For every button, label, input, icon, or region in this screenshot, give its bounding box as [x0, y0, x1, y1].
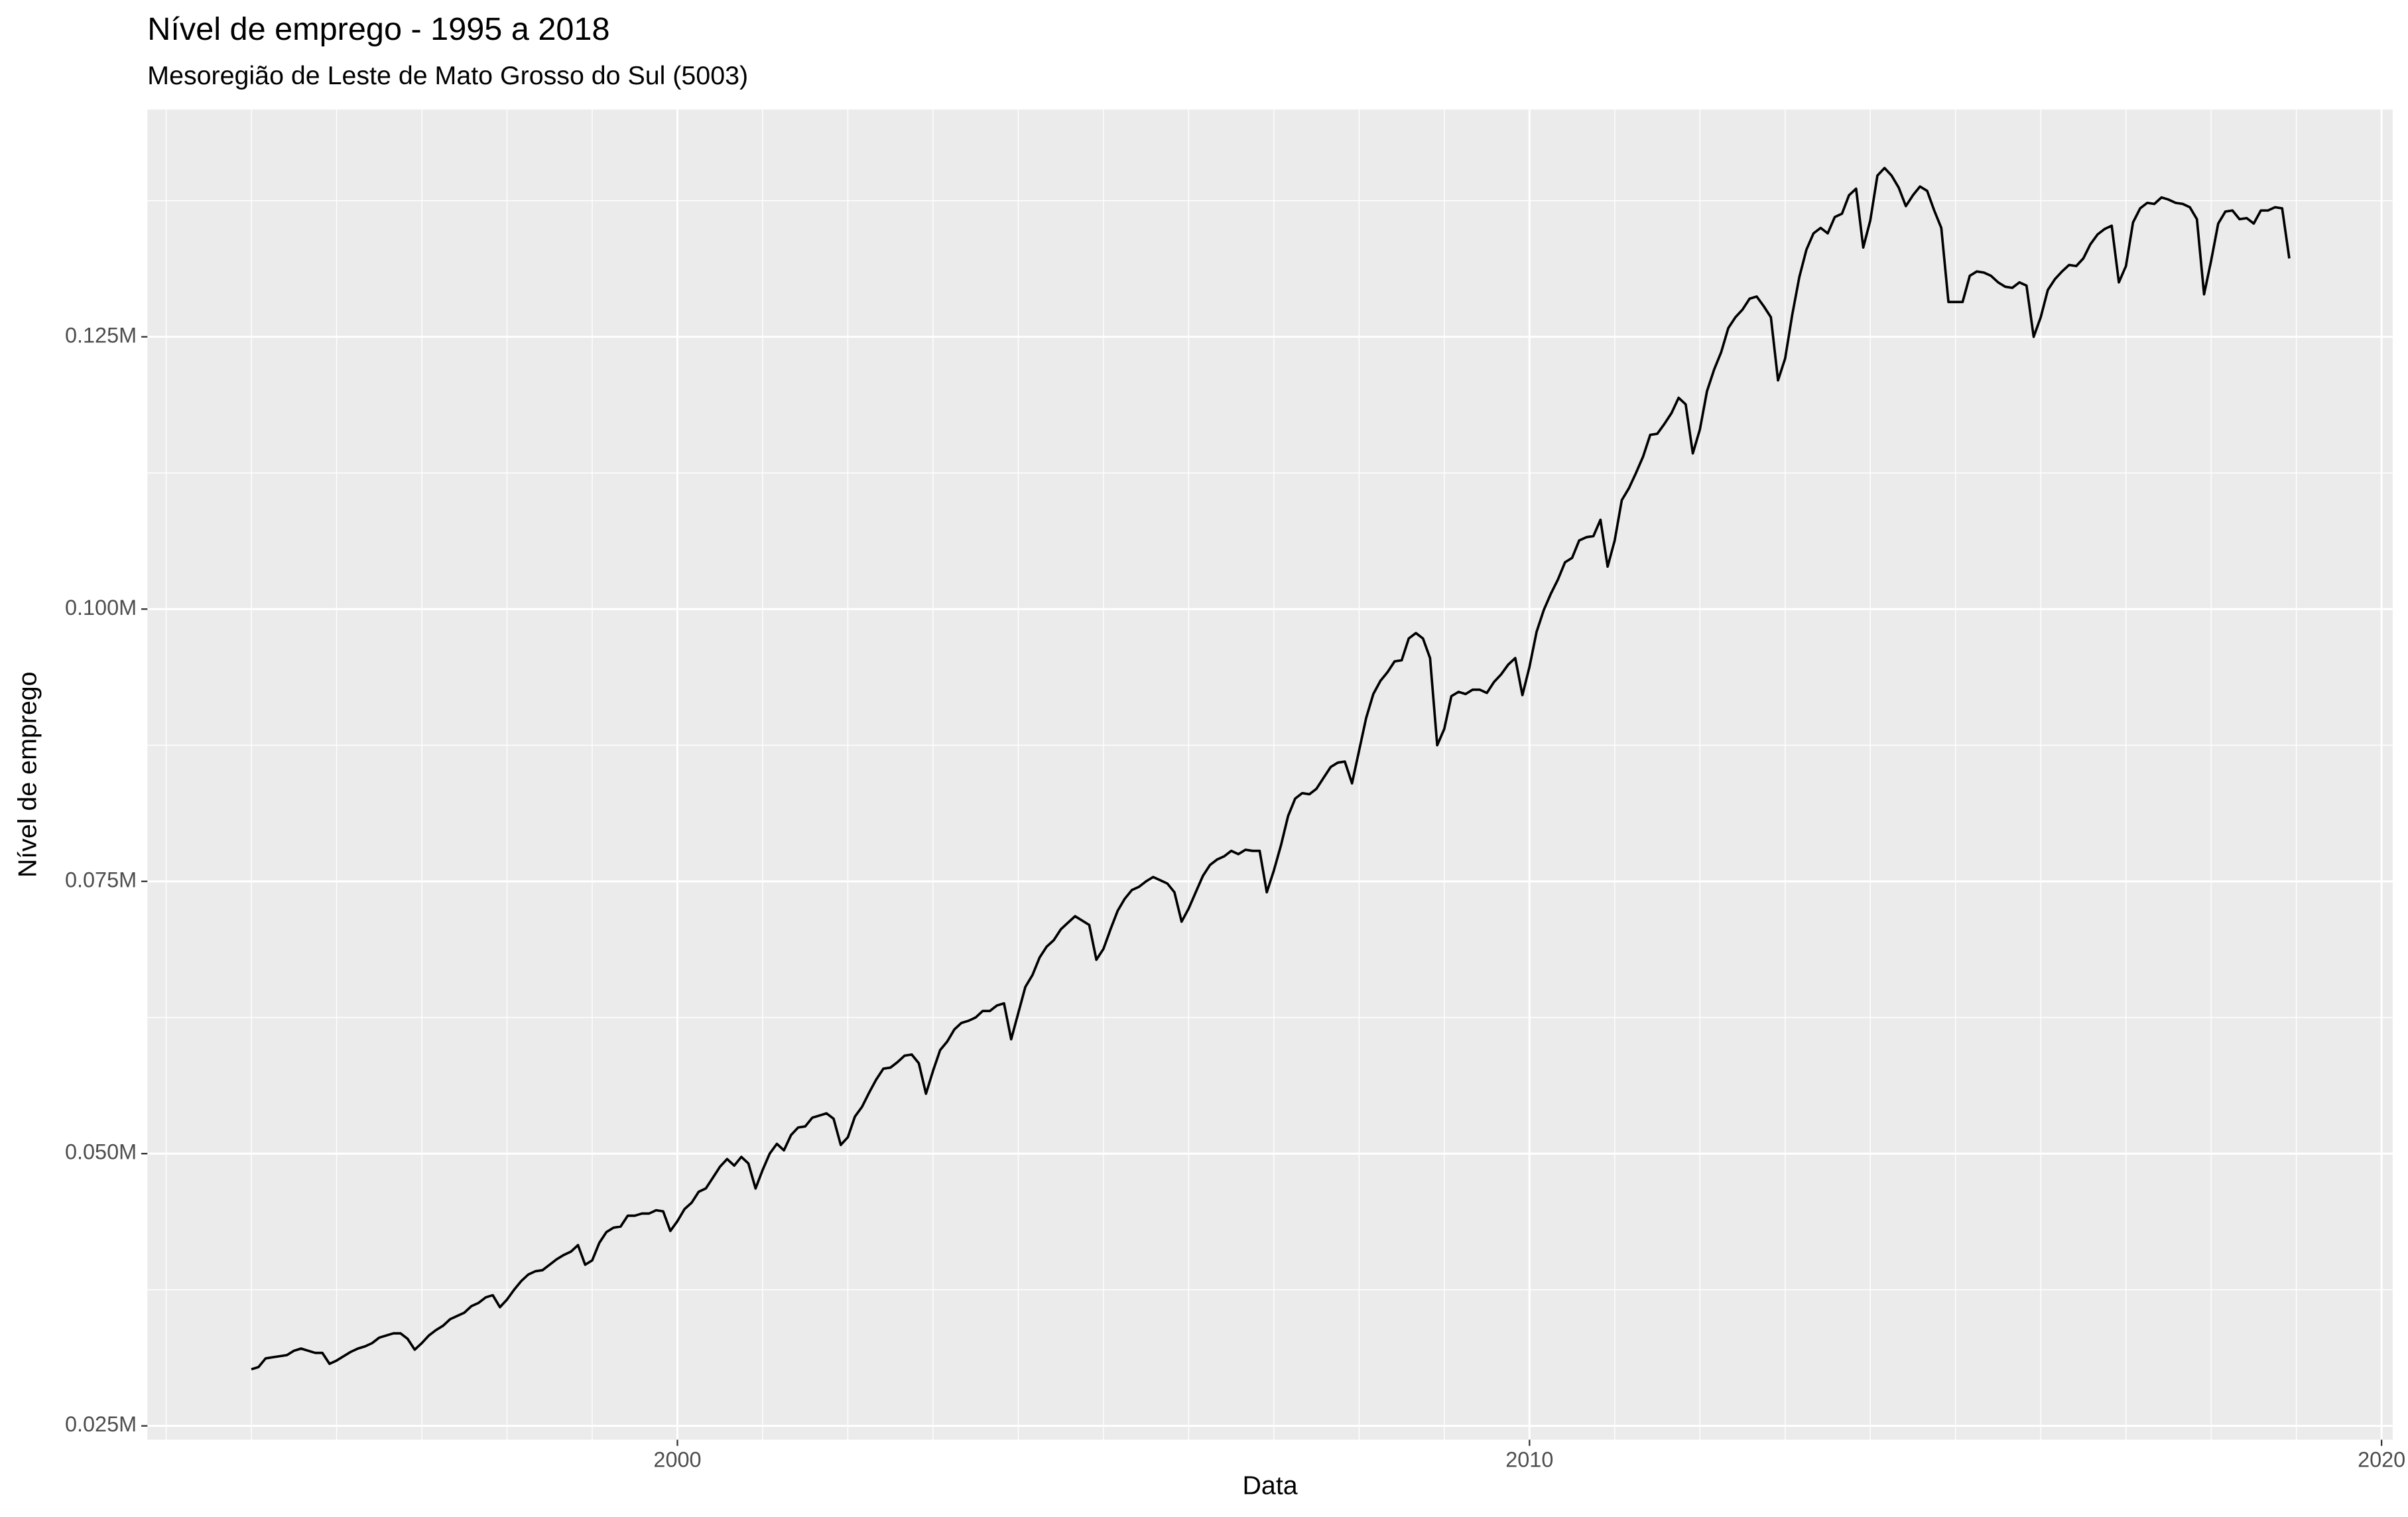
chart-subtitle: Mesoregião de Leste de Mato Grosso do Su… [147, 61, 748, 90]
y-tick-label: 0.075M [65, 868, 137, 891]
x-tick-label: 2020 [2358, 1447, 2405, 1471]
y-tick-label: 0.025M [65, 1412, 137, 1436]
y-tick-label: 0.100M [65, 596, 137, 620]
x-tick-label: 2010 [1505, 1447, 1553, 1471]
y-tick-label: 0.050M [65, 1140, 137, 1164]
y-tick-label: 0.125M [65, 323, 137, 347]
y-axis-title: Nível de emprego [13, 671, 42, 878]
data-line [251, 166, 2291, 1371]
chart-title: Nível de emprego - 1995 a 2018 [147, 11, 609, 47]
x-axis-title: Data [1243, 1471, 1298, 1500]
panel [147, 109, 2393, 1440]
x-tick-label: 2000 [653, 1447, 701, 1471]
